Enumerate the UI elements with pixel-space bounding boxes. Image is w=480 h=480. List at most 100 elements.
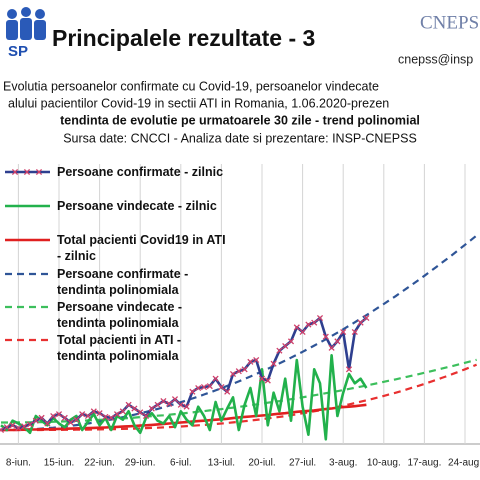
x-tick-label: 22-iun. bbox=[84, 458, 115, 469]
point-marker bbox=[200, 384, 208, 391]
legend-marker bbox=[23, 168, 31, 176]
point-marker bbox=[299, 328, 306, 336]
point-marker bbox=[137, 409, 144, 416]
point-marker bbox=[305, 321, 312, 328]
x-tick-label: 29-iun. bbox=[125, 458, 156, 469]
point-marker bbox=[316, 314, 324, 322]
point-marker bbox=[235, 368, 242, 375]
subtitle-line: Sursa date: CNCCI - Analiza date si prez… bbox=[63, 131, 417, 145]
point-marker bbox=[276, 347, 283, 354]
point-marker bbox=[293, 324, 300, 331]
point-marker bbox=[154, 401, 161, 408]
point-marker bbox=[282, 342, 289, 350]
point-marker bbox=[38, 414, 45, 421]
point-marker bbox=[125, 401, 132, 408]
x-tick-label: 8-iun. bbox=[6, 458, 31, 469]
point-marker bbox=[55, 411, 63, 418]
org-email: cnepss@insp bbox=[398, 52, 473, 66]
point-marker bbox=[177, 401, 184, 408]
point-marker bbox=[340, 328, 347, 336]
point-marker bbox=[166, 400, 173, 407]
point-marker bbox=[79, 411, 86, 418]
trend-line bbox=[1, 363, 478, 432]
point-marker bbox=[212, 375, 219, 382]
series-line bbox=[1, 403, 367, 432]
point-marker bbox=[21, 423, 28, 430]
point-marker bbox=[357, 319, 364, 326]
point-marker bbox=[247, 358, 254, 365]
legend-entry: Persoane confirmate - tendinta polinomia… bbox=[57, 267, 189, 297]
series-line bbox=[0, 316, 368, 432]
point-marker bbox=[3, 424, 10, 431]
x-tick-label: 6-iul. bbox=[170, 458, 192, 469]
point-marker bbox=[108, 414, 115, 421]
org-name: CNEPSS bbox=[420, 12, 480, 33]
legend-entry: Persoane confirmate - zilnic bbox=[57, 165, 224, 179]
point-marker bbox=[189, 388, 196, 395]
point-marker bbox=[15, 425, 22, 432]
point-marker bbox=[0, 426, 5, 434]
legend-entry: Persoane vindecate - tendinta polinomial… bbox=[57, 300, 183, 330]
point-marker bbox=[142, 412, 150, 420]
point-marker bbox=[328, 344, 335, 351]
logo bbox=[6, 7, 46, 40]
point-marker bbox=[345, 366, 353, 373]
legend-entry: Total pacienti in ATI - tendinta polinom… bbox=[57, 333, 182, 363]
point-marker bbox=[84, 412, 92, 420]
point-marker bbox=[322, 333, 329, 340]
legend-entry: Persoane vindecate - zilnic bbox=[57, 199, 217, 213]
subtitle-line: alului pacientilor Covid-19 in sectii AT… bbox=[8, 96, 389, 110]
subtitle-line: tendinta de evolutie pe urmatoarele 30 z… bbox=[60, 113, 420, 127]
point-marker bbox=[311, 319, 318, 326]
point-marker bbox=[50, 412, 57, 420]
point-marker bbox=[258, 375, 266, 382]
point-marker bbox=[131, 405, 138, 412]
point-marker bbox=[44, 420, 51, 427]
point-marker bbox=[96, 410, 103, 417]
point-marker bbox=[270, 360, 277, 367]
point-marker bbox=[218, 384, 225, 391]
point-marker bbox=[195, 384, 202, 392]
point-marker bbox=[229, 370, 237, 378]
x-tick-label: 27-iul. bbox=[289, 458, 316, 469]
point-marker bbox=[113, 411, 121, 418]
x-tick-label: 24-aug. bbox=[448, 458, 480, 469]
x-tick-label: 3-aug. bbox=[329, 458, 357, 469]
point-marker bbox=[119, 408, 126, 415]
logo-text: SP bbox=[8, 43, 28, 60]
point-marker bbox=[9, 422, 16, 429]
slide-title: Principalele rezultate - 3 bbox=[52, 25, 315, 51]
series-line bbox=[0, 354, 368, 441]
trend-line bbox=[1, 358, 477, 424]
point-marker bbox=[224, 388, 231, 395]
point-marker bbox=[102, 413, 109, 420]
x-tick-label: 13-iul. bbox=[208, 458, 235, 469]
x-tick-label: 17-aug. bbox=[407, 458, 441, 469]
point-marker bbox=[73, 416, 80, 423]
point-marker bbox=[241, 366, 248, 373]
point-marker bbox=[206, 383, 213, 390]
trend-line bbox=[1, 234, 478, 432]
point-marker bbox=[90, 408, 97, 415]
point-marker bbox=[26, 421, 34, 428]
point-marker bbox=[171, 396, 179, 403]
subtitle-line: Evolutia persoanelor confirmate cu Covid… bbox=[3, 79, 379, 93]
legend-marker bbox=[11, 168, 19, 176]
point-marker bbox=[183, 403, 190, 410]
point-marker bbox=[334, 338, 341, 345]
point-marker bbox=[160, 398, 167, 405]
point-marker bbox=[253, 356, 260, 364]
x-tick-label: 15-iun. bbox=[44, 458, 75, 469]
point-marker bbox=[264, 377, 271, 384]
point-marker bbox=[148, 405, 155, 412]
point-marker bbox=[363, 314, 370, 322]
point-marker bbox=[67, 419, 74, 426]
legend-marker bbox=[35, 168, 43, 176]
x-tick-label: 10-aug. bbox=[367, 458, 401, 469]
legend-entry: Total pacienti Covid19 in ATI - zilnic bbox=[57, 233, 226, 263]
x-tick-label: 20-iul. bbox=[248, 458, 275, 469]
point-marker bbox=[32, 417, 39, 424]
point-marker bbox=[61, 414, 68, 421]
